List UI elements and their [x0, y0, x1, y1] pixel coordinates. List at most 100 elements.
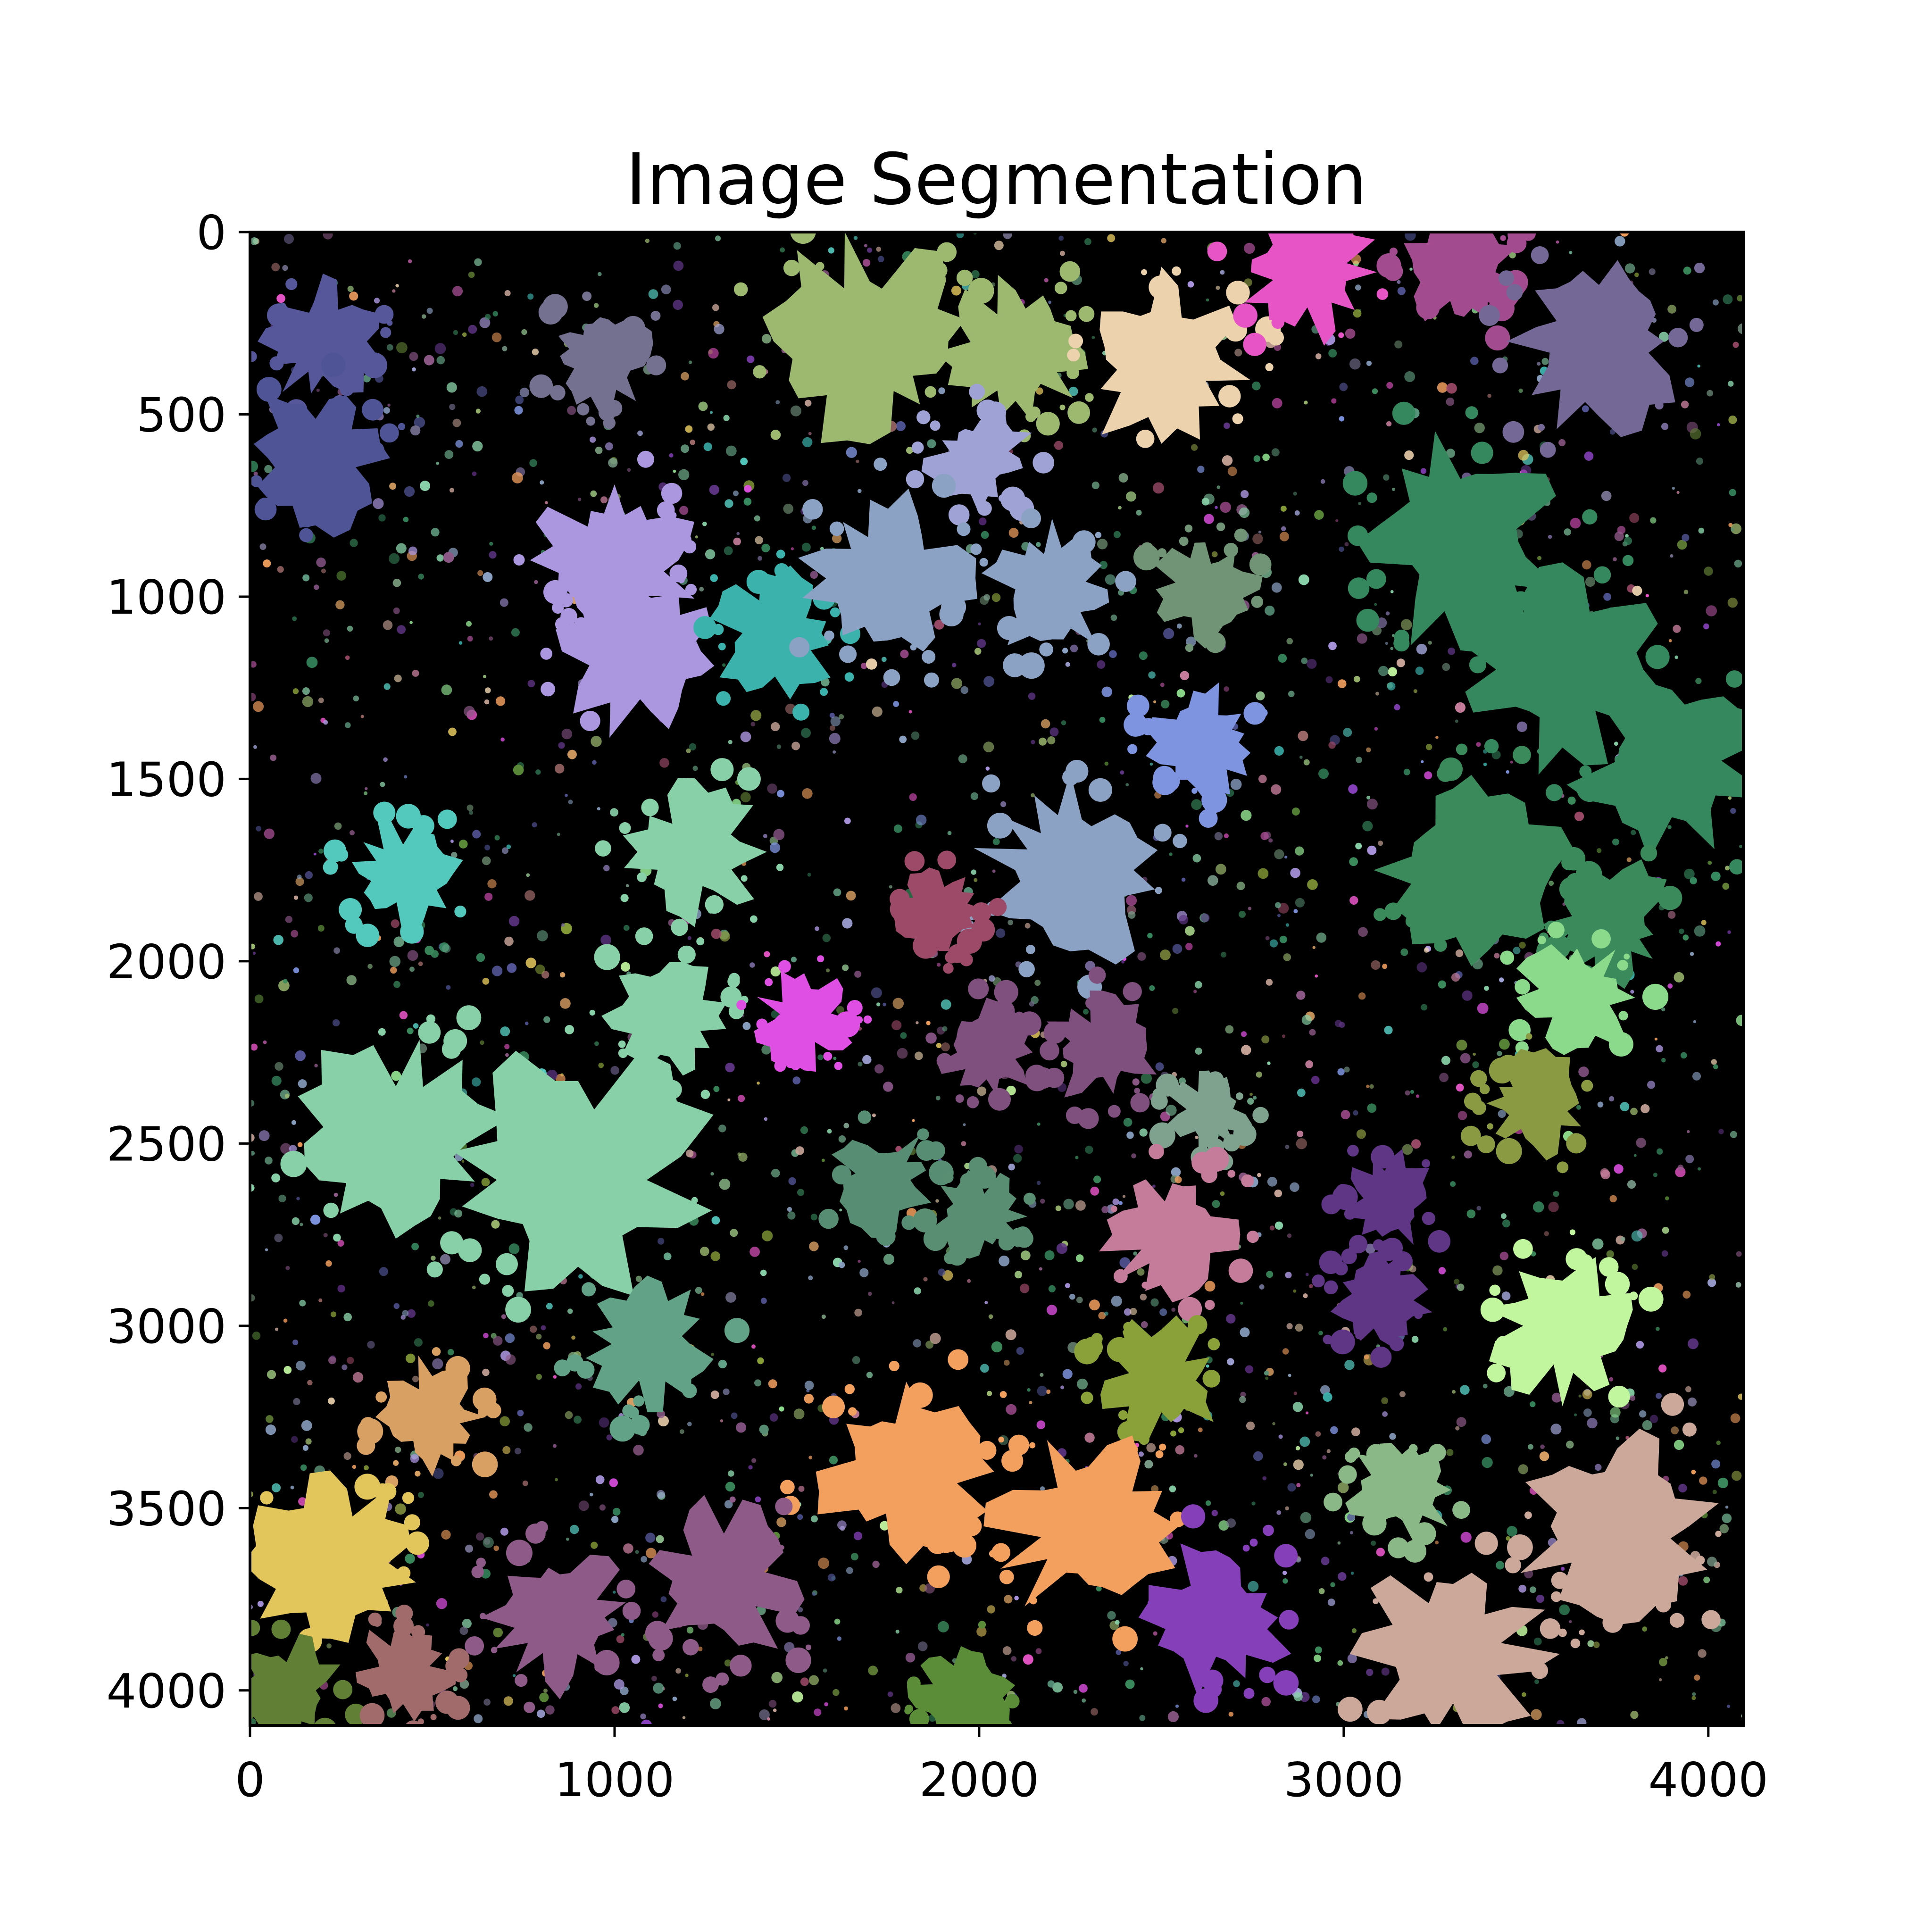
speckle-fragment	[1739, 845, 1743, 849]
speckle-fragment	[605, 442, 613, 450]
speckle-fragment	[934, 619, 944, 630]
segment-fragment	[1028, 406, 1041, 419]
segment-fragment	[1349, 1244, 1357, 1252]
segment-fragment	[524, 1701, 535, 1713]
speckle-fragment	[1574, 811, 1584, 821]
segment-fragment	[231, 460, 238, 466]
speckle-fragment	[1344, 1066, 1350, 1073]
speckle-fragment	[291, 1120, 297, 1125]
speckle-fragment	[1630, 990, 1634, 994]
segment-fragment	[907, 1382, 933, 1408]
speckle-fragment	[489, 636, 493, 641]
speckle-fragment	[699, 587, 704, 592]
speckle-fragment	[436, 1598, 448, 1609]
segment-fragment	[646, 355, 666, 375]
speckle-fragment	[1124, 1308, 1132, 1316]
segment-region	[1330, 1251, 1432, 1346]
speckle-fragment	[1222, 455, 1233, 466]
segment-fragment	[256, 377, 282, 402]
x-tick-label: 1000	[555, 1752, 675, 1807]
speckle-fragment	[613, 1591, 616, 1594]
speckle-fragment	[408, 546, 417, 556]
speckle-fragment	[1137, 952, 1146, 961]
segment-fragment	[1181, 1504, 1206, 1529]
segment-fragment	[1338, 1189, 1345, 1196]
segment-region	[921, 406, 1032, 515]
segment-fragment	[1428, 1230, 1451, 1253]
segment-fragment	[445, 1356, 470, 1381]
speckle-fragment	[817, 1054, 824, 1060]
speckle-fragment	[977, 639, 986, 648]
speckle-fragment	[797, 1189, 804, 1196]
segment-fragment	[1130, 1093, 1150, 1113]
speckle-fragment	[810, 571, 818, 579]
segment-fragment	[774, 563, 789, 578]
speckle-fragment	[266, 1370, 276, 1379]
speckle-fragment	[1167, 1711, 1179, 1723]
segment-fragment	[944, 1251, 957, 1265]
segment-fragment	[753, 365, 766, 379]
speckle-fragment	[710, 411, 713, 414]
segment-fragment	[454, 905, 466, 918]
speckle-fragment	[536, 1374, 542, 1380]
speckle-fragment	[387, 403, 391, 407]
speckle-fragment	[707, 423, 715, 431]
speckle-fragment	[343, 1313, 352, 1322]
speckle-fragment	[1424, 947, 1429, 953]
segment-fragment	[925, 1033, 937, 1044]
speckle-fragment	[1435, 1541, 1439, 1545]
speckle-fragment	[1667, 911, 1676, 919]
speckle-fragment	[1028, 692, 1036, 700]
speckle-fragment	[1316, 933, 1327, 943]
segment-fragment	[710, 758, 734, 782]
speckle-fragment	[431, 528, 440, 537]
speckle-fragment	[860, 662, 867, 669]
segment-fragment	[1377, 1731, 1385, 1739]
speckle-fragment	[878, 256, 884, 262]
speckle-fragment	[491, 1220, 500, 1229]
speckle-fragment	[723, 415, 730, 421]
speckle-fragment	[1037, 1386, 1048, 1396]
segment-fragment	[1115, 571, 1136, 592]
segment-fragment	[1434, 939, 1447, 952]
speckle-fragment	[880, 1521, 890, 1531]
segment-fragment	[1218, 385, 1241, 408]
segment-fragment	[805, 1644, 812, 1650]
segment-region	[1507, 260, 1675, 437]
speckle-fragment	[771, 722, 780, 732]
speckle-fragment	[1365, 1243, 1376, 1254]
speckle-fragment	[1123, 1117, 1133, 1127]
segment-fragment	[449, 1648, 470, 1669]
speckle-fragment	[609, 1478, 618, 1487]
speckle-fragment	[1211, 1510, 1218, 1516]
speckle-fragment	[482, 1368, 490, 1376]
segment-fragment	[756, 1018, 768, 1030]
speckle-fragment	[417, 1491, 424, 1498]
speckle-fragment	[472, 830, 481, 839]
speckle-fragment	[1367, 1103, 1377, 1113]
segment-fragment	[1271, 316, 1285, 329]
segment-fragment	[1428, 1444, 1446, 1461]
segment-fragment	[991, 1543, 1011, 1562]
speckle-fragment	[1366, 1668, 1374, 1676]
segment-fragment	[565, 1025, 575, 1034]
segment-fragment	[1694, 262, 1705, 274]
segment-fragment	[913, 1208, 937, 1232]
speckle-fragment	[1649, 1415, 1658, 1423]
segment-fragment	[324, 839, 346, 862]
speckle-fragment	[1204, 1281, 1216, 1292]
speckle-fragment	[769, 842, 781, 853]
speckle-fragment	[1355, 842, 1362, 849]
speckle-fragment	[483, 675, 486, 678]
speckle-fragment	[1220, 501, 1231, 513]
speckle-fragment	[1197, 466, 1205, 473]
speckle-fragment	[728, 1470, 734, 1477]
speckle-fragment	[1369, 1084, 1374, 1089]
segment-fragment	[693, 616, 716, 639]
segment-fragment	[603, 416, 616, 429]
segment-fragment	[848, 1407, 857, 1416]
speckle-fragment	[1314, 510, 1324, 520]
speckle-fragment	[1262, 1476, 1267, 1481]
speckle-fragment	[958, 754, 967, 764]
speckle-fragment	[827, 1129, 832, 1134]
